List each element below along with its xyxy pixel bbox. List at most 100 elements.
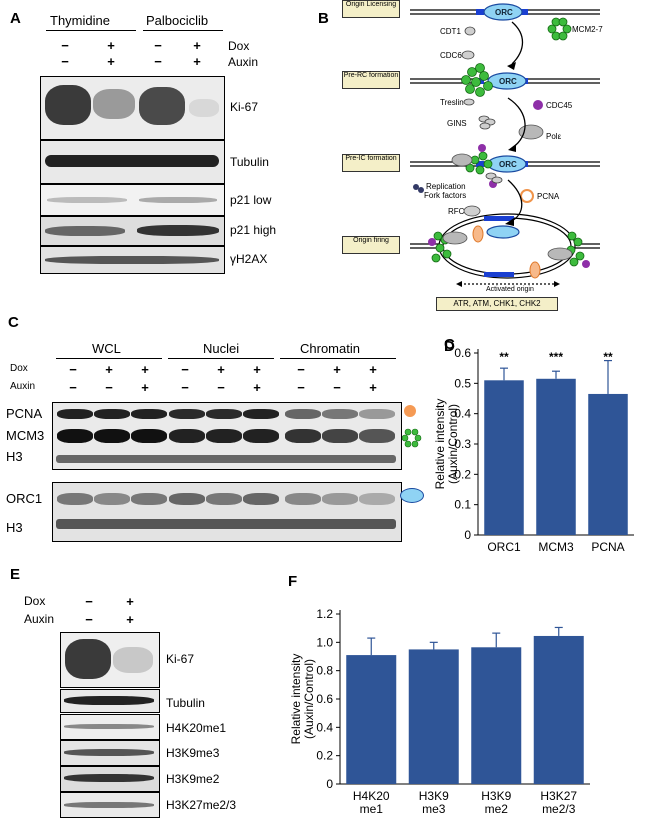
blot-orc1-h3 — [52, 482, 402, 542]
cdt1-label: CDT1 — [440, 27, 461, 36]
y-tick-label: 0.5 — [454, 376, 471, 390]
sign: − — [181, 362, 189, 377]
pcna-marker-icon — [404, 405, 416, 417]
sign: − — [217, 380, 225, 395]
stage-pre-ic: Pre-IC formation — [342, 154, 400, 172]
group-nuclei: Nuclei — [203, 341, 240, 356]
group-underline — [143, 30, 223, 31]
pole-label: Polε — [546, 132, 562, 141]
blot-ki67 — [40, 76, 225, 140]
blot-label-gh2ax: γH2AX — [230, 252, 268, 266]
cdc45-label: CDC45 — [546, 101, 573, 110]
blot-label-h3k27me23: H3K27me2/3 — [166, 798, 237, 812]
y-tick-label: 0.2 — [454, 467, 471, 481]
group-wcl: WCL — [92, 341, 121, 356]
blot-band — [206, 429, 242, 443]
rfc-label: RFC — [448, 207, 465, 216]
blot-e-tubulin — [60, 689, 160, 713]
x-tick-label: ORC1 — [487, 540, 521, 554]
mcm-marker-icon — [402, 428, 422, 448]
blot-gh2ax — [40, 246, 225, 274]
sign: + — [333, 362, 341, 377]
blot-label-h3k9me3: H3K9me3 — [166, 746, 220, 760]
sign: − — [69, 380, 77, 395]
orc-marker-icon — [400, 488, 424, 503]
panel-c-label: C — [8, 314, 19, 331]
blot-label-e-tubulin: Tubulin — [166, 696, 205, 710]
significance-label: ** — [499, 350, 509, 364]
blot-band — [169, 409, 205, 419]
y-axis-label: Relative intensity(Auxin/Control) — [433, 399, 460, 490]
blot-band — [243, 409, 279, 419]
group-palbociclib: Palbociclib — [146, 13, 209, 28]
chart-f: F Relative intensity(Auxin/Control) 0 0.2 0.… — [288, 573, 590, 816]
x-tick-label: me2 — [485, 802, 509, 816]
sign: − — [85, 594, 93, 609]
blot-band — [94, 429, 130, 443]
y-tick-label: 0 — [326, 777, 333, 791]
blot-e-h3k27me23 — [60, 792, 160, 818]
row-label-dox: Dox — [10, 363, 28, 374]
blot-band — [322, 429, 358, 443]
blot-band — [94, 409, 130, 419]
blot-label-p21-high: p21 high — [230, 223, 277, 237]
sign: + — [369, 362, 377, 377]
group-chromatin: Chromatin — [300, 341, 360, 356]
blot-band — [322, 493, 358, 505]
sign: + — [369, 380, 377, 395]
fork-label-2: Fork factors — [424, 191, 467, 200]
sign: − — [297, 362, 305, 377]
blot-label-h3k9me2: H3K9me2 — [166, 772, 220, 786]
x-tick-label: H3K27 — [540, 789, 577, 803]
blot-e-ki67 — [60, 632, 160, 688]
blot-band — [57, 493, 93, 505]
bar — [536, 378, 576, 535]
pcna-label: PCNA — [537, 192, 560, 201]
y-tick-label: 0.1 — [454, 498, 471, 512]
x-tick-label: H3K9 — [419, 789, 449, 803]
panel-a-label: A — [10, 10, 21, 27]
sign: + — [126, 594, 134, 609]
blot-band — [322, 409, 358, 419]
y-tick-label: 0.4 — [454, 407, 471, 421]
bar — [533, 635, 584, 784]
stage-origin-licensing: Origin Licensing — [342, 0, 400, 18]
blot-tubulin — [40, 140, 225, 184]
y-tick-label: 0.2 — [316, 749, 333, 763]
sign: − — [61, 38, 69, 53]
sign: − — [154, 54, 162, 69]
x-tick-label: H3K9 — [481, 789, 511, 803]
blot-label-orc1: ORC1 — [6, 491, 43, 506]
bar — [346, 655, 397, 784]
x-tick-label: me3 — [422, 802, 446, 816]
sign: + — [141, 380, 149, 395]
blot-band — [359, 493, 395, 505]
sign: − — [297, 380, 305, 395]
blot-band — [359, 409, 395, 419]
significance-label: ** — [603, 350, 613, 364]
sign: + — [193, 54, 201, 69]
blot-label-mcm3: MCM3 — [6, 428, 45, 443]
orc-label: ORC — [495, 8, 513, 17]
panel-d-label: D — [444, 338, 455, 355]
blot-band — [285, 493, 321, 505]
y-tick-label: 0.8 — [316, 664, 333, 678]
chart-d: D Relative intensity(Auxin/Control) 0 0.1 0.… — [433, 338, 634, 554]
sign: + — [253, 380, 261, 395]
bar — [484, 380, 524, 535]
y-axis-label: Relative intensity(Auxin/Control) — [289, 654, 316, 745]
sign: − — [85, 612, 93, 627]
activated-origin-label: Activated origin — [486, 286, 534, 293]
checkpoint-kinases-box: ATR, ATM, CHK1, CHK2 — [436, 297, 558, 311]
fork-label-1: Replication — [426, 182, 466, 191]
blot-e-h4k20me1 — [60, 714, 160, 740]
sign: + — [253, 362, 261, 377]
blot-band — [57, 409, 93, 419]
blot-label-pcna: PCNA — [6, 406, 43, 421]
sign: + — [105, 362, 113, 377]
row-label-dox: Dox — [228, 39, 250, 53]
treslin-label: Treslin — [440, 98, 464, 107]
sign: − — [105, 380, 113, 395]
bar — [408, 649, 459, 784]
sign: + — [107, 38, 115, 53]
